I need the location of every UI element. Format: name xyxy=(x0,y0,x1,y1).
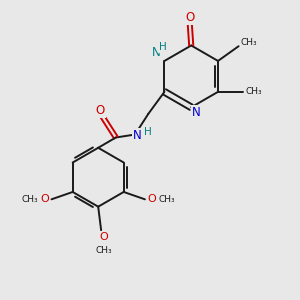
Text: O: O xyxy=(96,104,105,117)
Text: CH₃: CH₃ xyxy=(96,246,112,255)
Text: O: O xyxy=(40,194,50,204)
Text: CH₃: CH₃ xyxy=(159,195,175,204)
Text: O: O xyxy=(186,11,195,24)
Text: N: N xyxy=(133,129,142,142)
Text: CH₃: CH₃ xyxy=(241,38,257,47)
Text: N: N xyxy=(192,106,201,119)
Text: N: N xyxy=(152,46,161,59)
Text: CH₃: CH₃ xyxy=(246,87,262,96)
Text: H: H xyxy=(159,42,167,52)
Text: H: H xyxy=(144,127,152,137)
Text: CH₃: CH₃ xyxy=(21,195,38,204)
Text: O: O xyxy=(100,232,109,242)
Text: O: O xyxy=(147,194,156,204)
